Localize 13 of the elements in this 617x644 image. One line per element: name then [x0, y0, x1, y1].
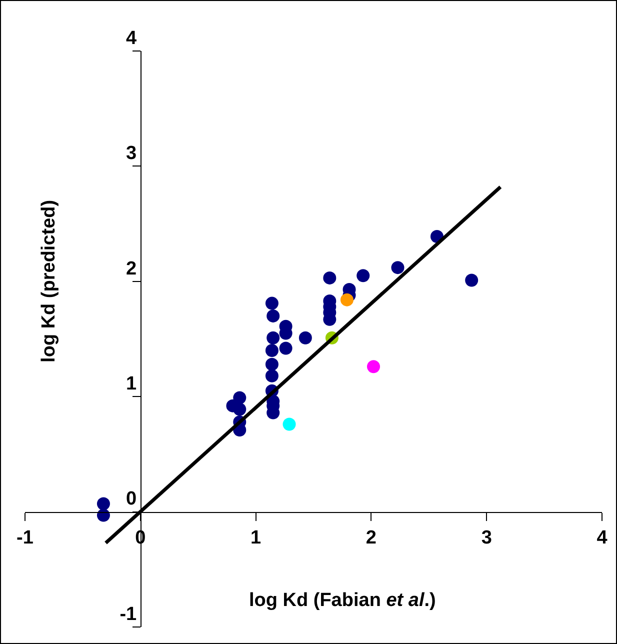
y-axis-title: log Kd (predicted)	[38, 200, 60, 362]
y-tick-label: 1	[126, 373, 138, 394]
y-tick-label: 0	[126, 488, 137, 510]
y-tick-label: -1	[120, 604, 138, 625]
y-tick-label: 2	[126, 258, 137, 280]
x-tick-label: -1	[16, 528, 34, 549]
x-tick-label: 1	[250, 528, 262, 549]
y-tick-label: 3	[126, 143, 137, 164]
y-tick-label: 4	[126, 28, 138, 49]
x-tick-label: 2	[366, 528, 376, 549]
x-tick-label: 4	[596, 528, 608, 549]
x-tick-label: 3	[481, 528, 492, 549]
x-axis-title: log Kd (Fabian et al.)	[249, 590, 436, 611]
